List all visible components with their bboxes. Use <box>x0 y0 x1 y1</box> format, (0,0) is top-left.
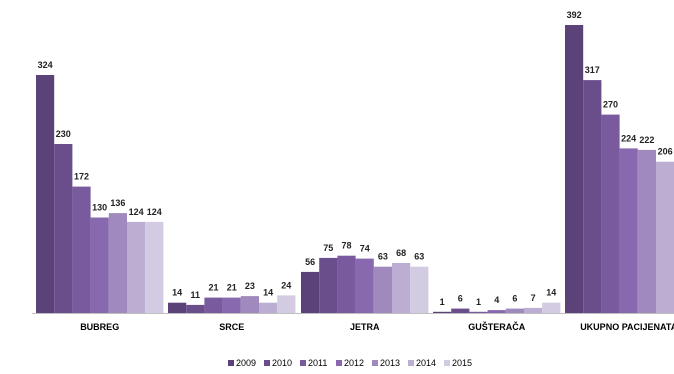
value-label: 11 <box>191 290 201 300</box>
bar-2013-2 <box>373 266 392 313</box>
value-label: 68 <box>396 248 406 258</box>
legend: 2009 2010 2011 2012 2013 2014 2015 <box>228 358 472 368</box>
bars-layer <box>36 25 674 313</box>
bar-2013-1 <box>240 296 259 313</box>
value-label: 56 <box>305 257 315 267</box>
value-label: 4 <box>494 295 499 305</box>
legend-label-2012: 2012 <box>344 358 364 368</box>
bar-2013-3 <box>505 308 524 313</box>
value-label: 124 <box>129 207 144 217</box>
bar-2011-4 <box>601 114 620 313</box>
value-label: 75 <box>323 243 333 253</box>
bar-2014-3 <box>524 307 543 313</box>
legend-label-2009: 2009 <box>236 358 256 368</box>
value-label: 1 <box>476 297 481 307</box>
category-label: GUŠTERAČA <box>468 321 526 332</box>
value-label: 172 <box>74 172 89 182</box>
bar-2015-2 <box>410 266 429 313</box>
category-label: BUBREG <box>80 322 119 332</box>
value-label: 136 <box>110 198 125 208</box>
value-label: 78 <box>341 241 351 251</box>
bar-2012-0 <box>90 217 109 313</box>
bar-2012-3 <box>487 310 506 313</box>
value-label: 124 <box>147 207 162 217</box>
bar-2010-3 <box>451 308 470 313</box>
bar-2009-0 <box>36 75 55 313</box>
value-label: 63 <box>378 252 388 262</box>
bar-2012-2 <box>355 258 374 313</box>
value-label: 21 <box>227 283 237 293</box>
value-label: 270 <box>603 100 618 110</box>
bar-2010-2 <box>319 257 338 313</box>
bar-2011-0 <box>72 186 91 313</box>
value-label: 14 <box>546 288 556 298</box>
legend-swatch-2014 <box>408 360 414 366</box>
legend-swatch-2012 <box>336 360 342 366</box>
value-label: 7 <box>531 293 536 303</box>
value-label: 24 <box>281 280 291 290</box>
value-label: 63 <box>414 252 424 262</box>
bar-2015-3 <box>542 302 561 313</box>
bar-2009-4 <box>565 25 584 313</box>
bar-2012-4 <box>619 148 638 313</box>
bar-2011-2 <box>337 255 356 313</box>
value-label: 130 <box>92 203 107 213</box>
bar-2009-1 <box>168 302 187 313</box>
legend-swatch-2009 <box>228 360 234 366</box>
value-label: 6 <box>512 294 517 304</box>
value-label: 222 <box>639 135 654 145</box>
bar-2012-1 <box>222 297 241 313</box>
value-label: 6 <box>458 294 463 304</box>
value-label: 230 <box>56 129 71 139</box>
value-label: 324 <box>38 60 53 70</box>
value-label: 224 <box>621 133 636 143</box>
value-label: 392 <box>567 10 582 20</box>
bar-2013-4 <box>637 149 656 313</box>
value-label: 23 <box>245 281 255 291</box>
value-label: 317 <box>585 65 600 75</box>
value-label: 74 <box>360 244 370 254</box>
bar-2014-0 <box>127 221 146 313</box>
bar-2014-1 <box>259 302 278 313</box>
legend-swatch-2015 <box>444 360 450 366</box>
category-labels-layer: BUBREG SRCE JETRA GUŠTERAČA UKUPNO PACIJENAT… <box>80 321 674 332</box>
bar-2010-0 <box>54 144 73 313</box>
value-label: 206 <box>658 147 673 157</box>
legend-swatch-2011 <box>300 360 306 366</box>
bar-2013-0 <box>108 213 127 313</box>
bar-2015-0 <box>145 221 164 313</box>
bar-2015-1 <box>277 295 296 313</box>
category-label: JETRA <box>350 322 380 332</box>
bar-2014-4 <box>656 161 674 313</box>
legend-label-2010: 2010 <box>272 358 292 368</box>
category-label: UKUPNO PACIJENATA <box>580 322 674 332</box>
legend-label-2013: 2013 <box>380 358 400 368</box>
bar-2011-1 <box>204 297 223 313</box>
value-label: 14 <box>263 288 273 298</box>
bar-2011-3 <box>469 311 488 313</box>
bar-2009-3 <box>433 311 452 313</box>
legend-swatch-2010 <box>264 360 270 366</box>
legend-swatch-2013 <box>372 360 378 366</box>
value-label: 14 <box>172 288 182 298</box>
bar-2010-4 <box>583 80 602 313</box>
value-label: 1 <box>440 297 445 307</box>
bar-2009-2 <box>301 271 320 313</box>
value-label: 21 <box>208 283 218 293</box>
bar-2010-1 <box>186 304 205 313</box>
legend-label-2011: 2011 <box>308 358 327 368</box>
bar-2014-2 <box>392 263 411 313</box>
legend-label-2014: 2014 <box>416 358 436 368</box>
legend-label-2015: 2015 <box>452 358 472 368</box>
category-label: SRCE <box>219 322 244 332</box>
